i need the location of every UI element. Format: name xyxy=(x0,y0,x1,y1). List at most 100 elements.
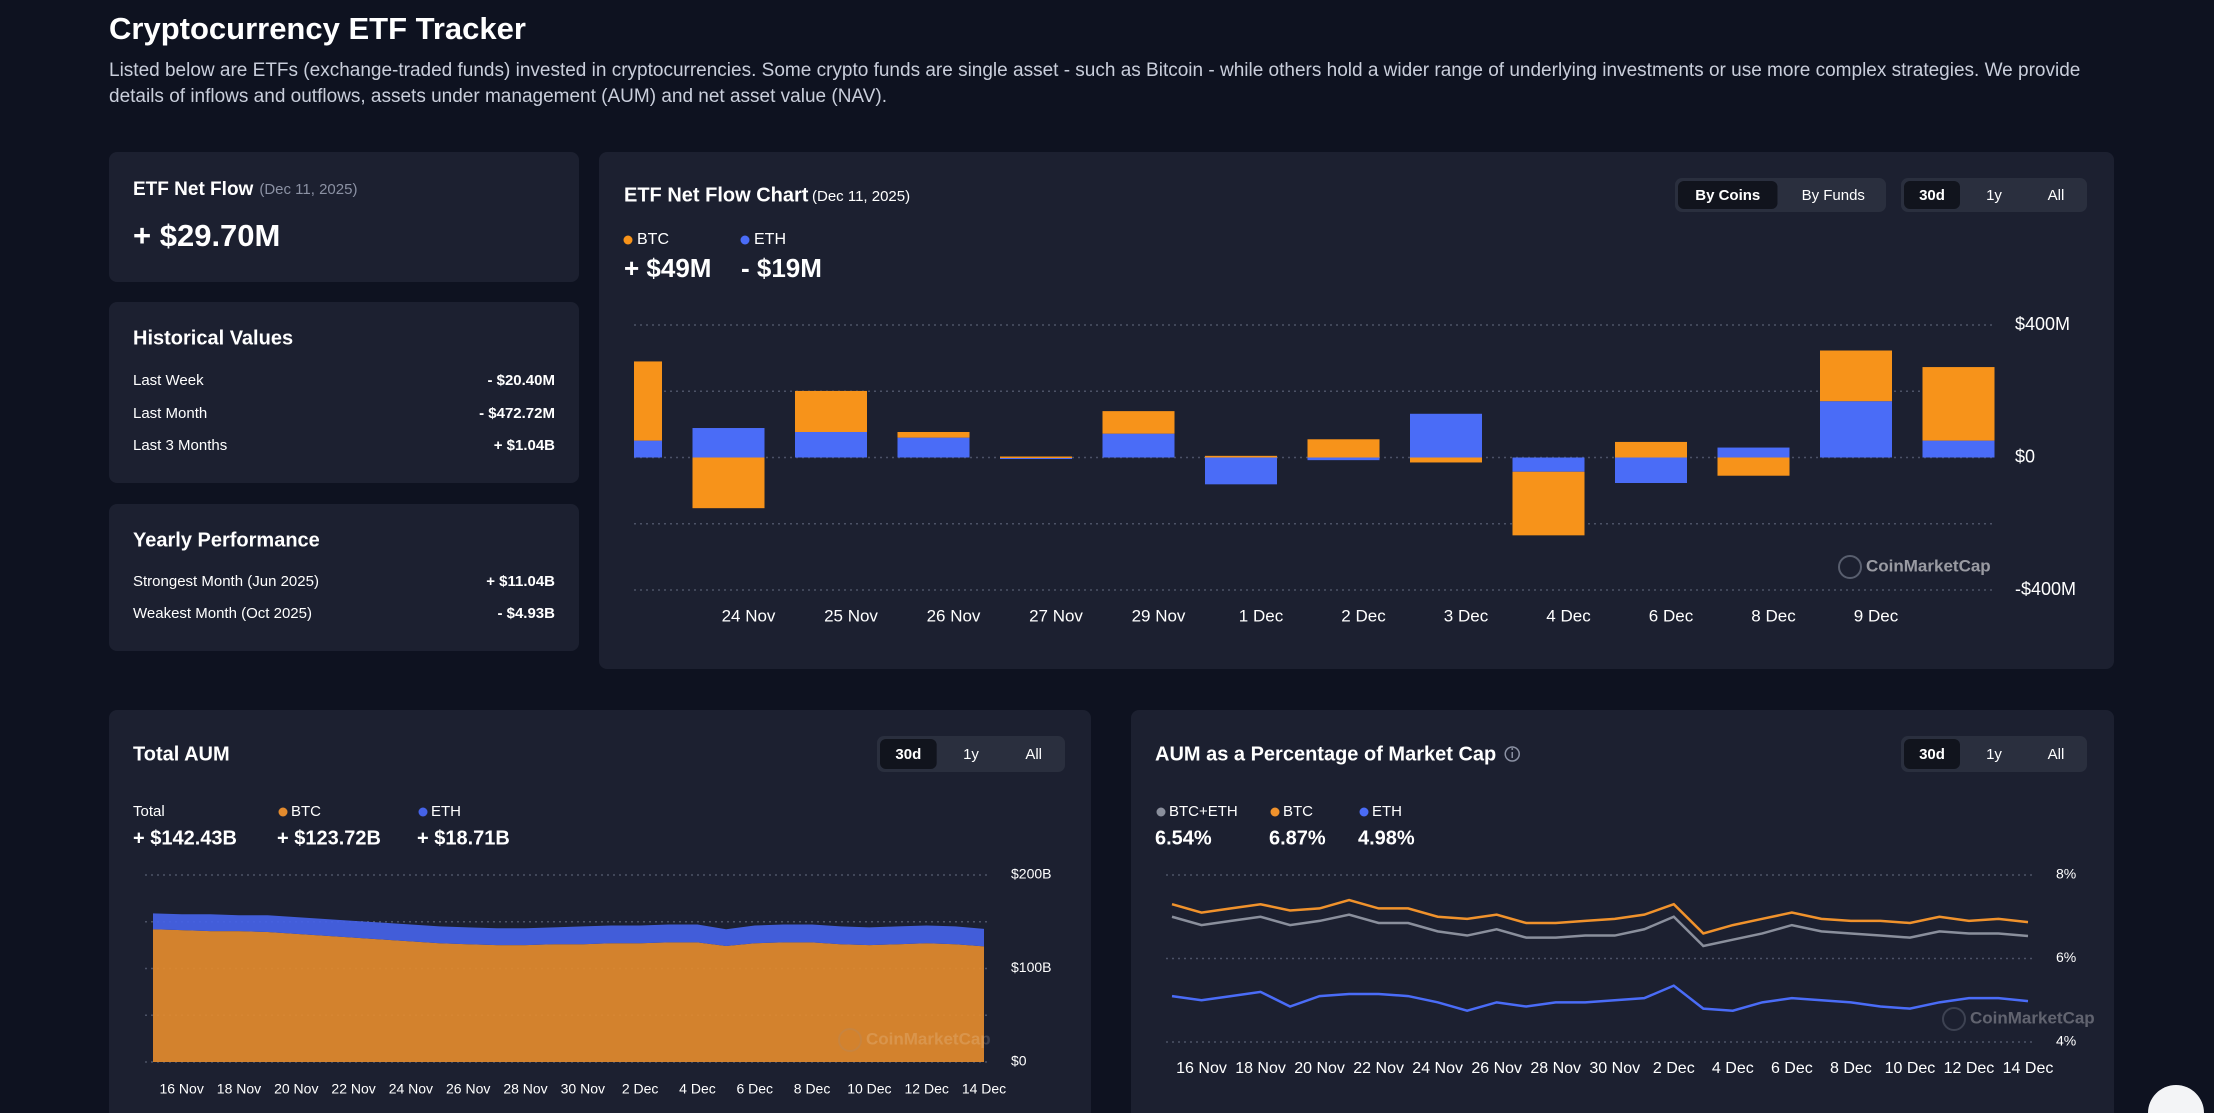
x-tick-label: 4 Dec xyxy=(1546,606,1591,625)
summary-value: + $142.43B xyxy=(133,827,237,849)
x-tick-label: 4 Dec xyxy=(679,1081,716,1097)
range-button[interactable]: All xyxy=(2048,187,2065,204)
view-tab-active xyxy=(1678,181,1778,209)
range-button[interactable]: 30d xyxy=(1919,187,1945,204)
range-button[interactable]: All xyxy=(1025,746,1042,763)
range-button[interactable]: 30d xyxy=(895,746,921,763)
y-tick-label: 4% xyxy=(2056,1033,2076,1049)
watermark-logo xyxy=(838,1028,862,1052)
range-button[interactable]: 30d xyxy=(1919,746,1945,763)
card xyxy=(109,504,579,651)
legend-value: - $19M xyxy=(741,253,822,283)
x-tick-label: 29 Nov xyxy=(1132,606,1186,625)
y-tick-label: $400M xyxy=(2015,314,2070,334)
x-tick-label: 2 Dec xyxy=(1341,606,1386,625)
bar-segment xyxy=(1205,457,1277,485)
x-tick-label: 6 Dec xyxy=(1771,1060,1813,1077)
x-tick-label: 6 Dec xyxy=(736,1081,773,1097)
card-title-text: ETF Net Flow xyxy=(133,179,254,200)
chart-title: AUM as a Percentage of Market Cap xyxy=(1155,743,1496,765)
range-button-active xyxy=(880,739,937,769)
bar-segment xyxy=(1615,441,1687,458)
x-tick-label: 26 Nov xyxy=(1471,1060,1522,1077)
bar-segment xyxy=(1820,350,1892,402)
legend-label: BTC xyxy=(1283,803,1313,820)
range-button-active xyxy=(1904,181,1960,209)
bar-segment xyxy=(1820,401,1892,458)
y-tick-label: $100B xyxy=(1011,959,1051,975)
card xyxy=(109,152,579,282)
x-tick-label: 2 Dec xyxy=(622,1081,659,1097)
x-tick-label: 27 Nov xyxy=(1029,606,1083,625)
legend-label: ETH xyxy=(754,231,786,248)
row-label: Last Week xyxy=(133,372,204,389)
legend-value: 4.98% xyxy=(1358,827,1415,849)
line xyxy=(1171,913,2029,948)
range-button[interactable]: All xyxy=(2048,746,2065,763)
x-tick-label: 24 Nov xyxy=(1412,1060,1463,1077)
legend-value: + $18.71B xyxy=(417,827,510,849)
legend-label: BTC+ETH xyxy=(1169,803,1238,820)
card xyxy=(109,302,579,483)
x-tick-label: 25 Nov xyxy=(824,606,878,625)
bar-segment xyxy=(634,440,662,458)
x-tick-label: 12 Dec xyxy=(905,1081,949,1097)
range-button[interactable]: 1y xyxy=(963,746,979,763)
x-tick-label: 12 Dec xyxy=(1944,1060,1995,1077)
watermark-logo xyxy=(1838,555,1862,579)
x-tick-label: 26 Nov xyxy=(927,606,981,625)
x-tick-label: 24 Nov xyxy=(389,1081,433,1097)
range-button[interactable]: 1y xyxy=(1986,187,2002,204)
watermark: CoinMarketCap xyxy=(866,1029,991,1048)
legend-label: BTC xyxy=(637,231,669,248)
bar-segment xyxy=(1102,411,1175,434)
x-tick-label: 28 Nov xyxy=(503,1081,547,1097)
bar-segment xyxy=(1717,457,1790,476)
x-tick-label: 16 Nov xyxy=(159,1081,203,1097)
legend-marker xyxy=(1270,807,1280,817)
legend-marker xyxy=(418,807,428,817)
row-label: Weakest Month (Oct 2025) xyxy=(133,605,312,622)
range-button[interactable]: 1y xyxy=(1986,746,2002,763)
row-value: - $472.72M xyxy=(479,405,555,422)
card-title: ETF Net Flow (Dec 11, 2025) xyxy=(133,179,357,200)
watermark-logo xyxy=(1942,1007,1966,1031)
line xyxy=(1171,984,2029,1012)
legend-marker xyxy=(1156,807,1166,817)
card-title: Yearly Performance xyxy=(133,529,320,551)
view-tab[interactable]: By Funds xyxy=(1802,187,1865,204)
bar-segment xyxy=(1922,440,1995,458)
row-label: Strongest Month (Jun 2025) xyxy=(133,573,319,590)
x-tick-label: 24 Nov xyxy=(722,606,776,625)
bar-segment xyxy=(1000,456,1072,459)
y-tick-label: $200B xyxy=(1011,866,1051,882)
x-tick-label: 30 Nov xyxy=(561,1081,605,1097)
row-label: Last Month xyxy=(133,405,207,422)
x-tick-label: 20 Nov xyxy=(274,1081,318,1097)
bar-segment xyxy=(1512,457,1585,472)
scroll-button[interactable] xyxy=(2148,1085,2204,1113)
bar-segment xyxy=(1307,457,1380,461)
info-icon[interactable] xyxy=(1504,746,1520,762)
bar-segment xyxy=(1922,367,1995,441)
x-tick-label: 30 Nov xyxy=(1589,1060,1640,1077)
bar-segment xyxy=(897,437,970,458)
card xyxy=(1131,710,2114,1113)
bar-segment xyxy=(1615,457,1687,484)
x-tick-label: 18 Nov xyxy=(1235,1060,1286,1077)
bar-segment xyxy=(1410,457,1482,463)
watermark: CoinMarketCap xyxy=(1866,556,1991,575)
x-tick-label: 10 Dec xyxy=(847,1081,891,1097)
x-tick-label: 8 Dec xyxy=(1751,606,1796,625)
x-tick-label: 4 Dec xyxy=(1712,1060,1754,1077)
legend-value: 6.54% xyxy=(1155,827,1212,849)
y-tick-label: -$400M xyxy=(2015,579,2076,599)
row-label: Last 3 Months xyxy=(133,437,227,454)
card-date: (Dec 11, 2025) xyxy=(259,181,357,198)
bar-segment xyxy=(692,457,765,509)
view-tab[interactable]: By Coins xyxy=(1695,187,1760,204)
page-title: Cryptocurrency ETF Tracker xyxy=(109,11,526,46)
legend-marker xyxy=(278,807,288,817)
